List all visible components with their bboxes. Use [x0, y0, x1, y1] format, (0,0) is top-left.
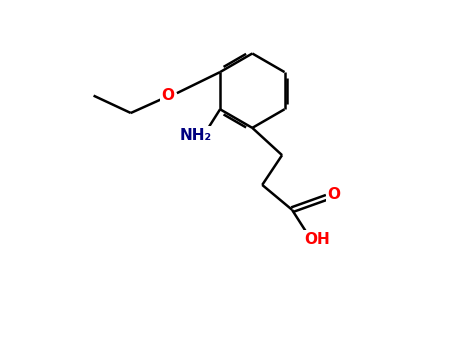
- Text: O: O: [162, 88, 174, 103]
- Text: NH₂: NH₂: [179, 128, 211, 143]
- Text: O: O: [328, 187, 341, 202]
- Text: OH: OH: [304, 232, 330, 247]
